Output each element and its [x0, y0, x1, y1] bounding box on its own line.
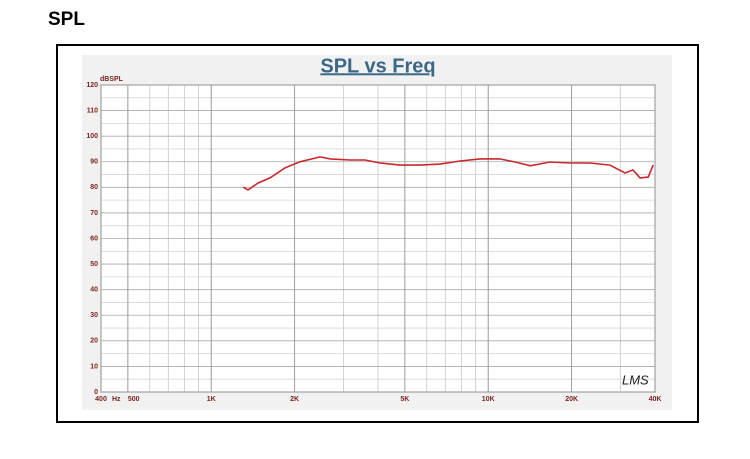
y-tick-label: 70 [90, 210, 98, 217]
x-tick-label: 40K [649, 396, 662, 403]
y-tick-label: 30 [90, 312, 98, 319]
x-tick-label: 2K [290, 396, 299, 403]
y-tick-label: 0 [94, 389, 98, 396]
x-unit: Hz [112, 396, 121, 403]
chart-title: SPL vs Freq [320, 55, 435, 77]
x-tick-label: 5K [400, 396, 409, 403]
y-tick-label: 80 [90, 184, 98, 191]
y-tick-label: 50 [90, 261, 98, 268]
spl-line [242, 156, 654, 191]
y-tick-label: 110 [87, 107, 98, 114]
y-tick-label: 10 [90, 363, 98, 370]
y-tick-label: 100 [86, 133, 98, 140]
y-tick-label: 20 [90, 338, 98, 345]
x-tick-label: 1K [207, 396, 216, 403]
y-tick-label: 40 [90, 287, 98, 294]
x-tick-label: 10K [482, 396, 495, 403]
y-axis-label: dBSPL [100, 76, 124, 83]
y-tick-label: 90 [90, 159, 98, 166]
y-tick-label: 120 [86, 82, 98, 89]
heading: SPL [48, 9, 85, 30]
watermark: LMS [622, 372, 649, 387]
x-tick-label: 20K [565, 396, 578, 403]
y-tick-label: 60 [90, 235, 98, 242]
x-tick-label: 500 [128, 396, 140, 403]
x-tick-label: 400 [95, 396, 107, 403]
